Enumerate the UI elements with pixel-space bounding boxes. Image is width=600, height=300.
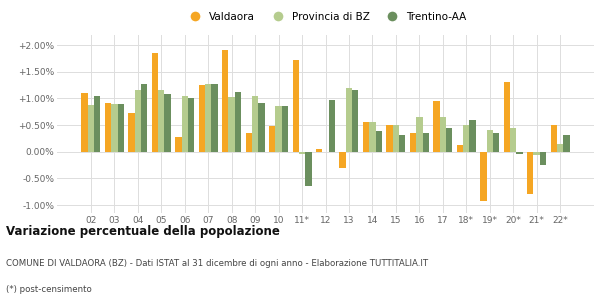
Bar xyxy=(469,120,476,152)
Bar xyxy=(557,144,563,152)
Bar xyxy=(480,152,487,201)
Bar xyxy=(493,133,499,152)
Bar xyxy=(152,53,158,152)
Bar xyxy=(305,152,311,186)
Bar xyxy=(141,83,148,152)
Bar xyxy=(340,152,346,168)
Bar xyxy=(293,60,299,152)
Bar xyxy=(211,83,218,152)
Bar xyxy=(158,90,164,152)
Bar xyxy=(399,135,406,152)
Bar xyxy=(275,106,282,152)
Bar xyxy=(503,82,510,152)
Bar xyxy=(105,103,111,152)
Bar xyxy=(369,122,376,152)
Bar xyxy=(563,135,569,152)
Bar xyxy=(222,50,229,152)
Bar xyxy=(164,94,171,152)
Bar xyxy=(245,133,252,152)
Bar xyxy=(94,96,100,152)
Bar xyxy=(551,125,557,152)
Bar xyxy=(527,152,533,194)
Bar xyxy=(422,133,429,152)
Bar xyxy=(540,152,546,165)
Text: Variazione percentuale della popolazione: Variazione percentuale della popolazione xyxy=(6,226,280,238)
Bar xyxy=(463,125,469,152)
Bar xyxy=(82,93,88,152)
Bar xyxy=(118,104,124,152)
Text: COMUNE DI VALDAORA (BZ) - Dati ISTAT al 31 dicembre di ogni anno - Elaborazione : COMUNE DI VALDAORA (BZ) - Dati ISTAT al … xyxy=(6,259,428,268)
Bar xyxy=(329,100,335,152)
Bar xyxy=(229,98,235,152)
Bar xyxy=(376,131,382,152)
Bar xyxy=(446,128,452,152)
Bar xyxy=(111,104,118,152)
Bar xyxy=(182,96,188,152)
Bar xyxy=(282,106,288,152)
Bar xyxy=(533,152,540,155)
Legend: Valdaora, Provincia di BZ, Trentino-AA: Valdaora, Provincia di BZ, Trentino-AA xyxy=(180,8,471,26)
Bar xyxy=(134,90,141,152)
Bar xyxy=(457,145,463,152)
Bar xyxy=(235,92,241,152)
Bar xyxy=(363,122,369,152)
Bar xyxy=(352,90,358,152)
Bar xyxy=(316,149,322,152)
Bar xyxy=(440,117,446,152)
Text: (*) post-censimento: (*) post-censimento xyxy=(6,285,92,294)
Bar xyxy=(199,85,205,152)
Bar xyxy=(188,98,194,152)
Bar xyxy=(410,133,416,152)
Bar xyxy=(175,137,182,152)
Bar xyxy=(252,96,258,152)
Bar xyxy=(517,152,523,154)
Bar xyxy=(433,101,440,152)
Bar xyxy=(88,105,94,152)
Bar xyxy=(346,88,352,152)
Bar xyxy=(128,113,134,152)
Bar xyxy=(205,83,211,152)
Bar xyxy=(386,125,393,152)
Bar xyxy=(258,103,265,152)
Bar xyxy=(416,117,422,152)
Bar xyxy=(393,125,399,152)
Bar xyxy=(487,130,493,152)
Bar xyxy=(269,126,275,152)
Bar xyxy=(299,152,305,154)
Bar xyxy=(510,128,517,152)
